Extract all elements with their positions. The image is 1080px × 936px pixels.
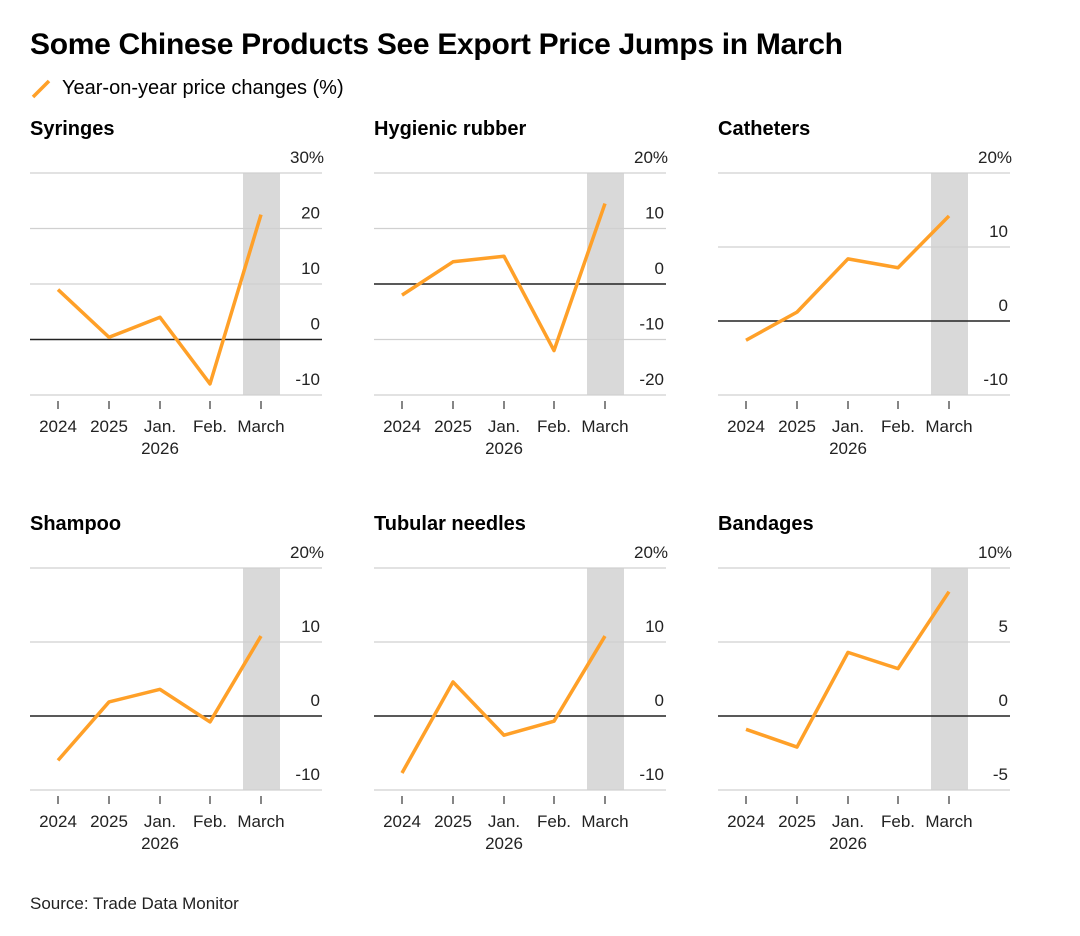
x-tick-label: 2025	[434, 812, 472, 831]
y-tick-label: 0	[311, 691, 320, 710]
y-tick-label: 10	[645, 617, 664, 636]
panel-shampoo: Shampoo 20% 10 0 -10 2024 2025 Jan. 2026 Feb. Marc…	[30, 513, 324, 853]
x-tick-label: Feb.	[881, 812, 915, 831]
y-tick-label: -10	[639, 315, 664, 334]
series-line	[56, 214, 263, 386]
y-tick-label: 20%	[290, 543, 324, 562]
x-tick-label: Jan. 2026	[829, 417, 867, 458]
x-tick-label: 2024	[383, 812, 421, 831]
x-tick-label: March	[581, 417, 628, 436]
x-tick-label: 2024	[727, 417, 765, 436]
panel-tubular-needles: Tubular needles 20% 10 0 -10 2024 2025 Jan. 2026…	[374, 513, 668, 853]
x-tick-label-line: Jan.	[832, 812, 864, 831]
x-tick-label-line: Jan.	[488, 812, 520, 831]
y-tick-label: 0	[655, 259, 664, 278]
x-tick-label-line: 2026	[141, 834, 179, 853]
y-tick-label: 20	[301, 204, 320, 223]
x-tick-label: 2025	[778, 812, 816, 831]
y-tick-label: 30%	[290, 148, 324, 167]
legend-line-icon	[31, 79, 51, 98]
series-line	[401, 202, 607, 353]
y-tick-label: 10%	[978, 543, 1012, 562]
x-tick-label: Jan. 2026	[485, 417, 523, 458]
x-tick-label: 2025	[778, 417, 816, 436]
x-tick-label-line: Jan.	[144, 417, 176, 436]
x-tick-label-line: Jan.	[832, 417, 864, 436]
x-tick-label: Jan. 2026	[141, 417, 179, 458]
y-tick-label: -10	[295, 765, 320, 784]
panel-title: Hygienic rubber	[374, 118, 526, 140]
x-tick-label: March	[925, 417, 972, 436]
x-tick-label: 2024	[727, 812, 765, 831]
x-tick-label: 2025	[90, 812, 128, 831]
y-tick-label: 0	[999, 691, 1008, 710]
highlight-band	[243, 568, 280, 790]
x-tick-label: Feb.	[193, 417, 227, 436]
panel-title: Catheters	[718, 118, 810, 140]
legend: Year-on-year price changes (%)	[30, 77, 344, 100]
panel-title: Bandages	[718, 513, 814, 535]
x-tick-label: Feb.	[537, 417, 571, 436]
x-tick-label: Feb.	[193, 812, 227, 831]
x-tick-label: Jan. 2026	[485, 812, 523, 853]
y-tick-label: 0	[655, 691, 664, 710]
x-tick-label: 2024	[39, 812, 77, 831]
y-tick-label: -20	[639, 370, 664, 389]
x-tick-label: 2024	[383, 417, 421, 436]
y-tick-label: -10	[983, 370, 1008, 389]
chart-title: Some Chinese Products See Export Price J…	[30, 28, 843, 61]
y-tick-label: 0	[311, 315, 320, 334]
highlight-band	[587, 568, 624, 790]
x-tick-label-line: 2026	[485, 439, 523, 458]
x-tick-label: March	[581, 812, 628, 831]
panel-syringes: Syringes 30% 20 10 0 -10 2024 2025 Jan. 2026 Feb. M…	[30, 118, 324, 458]
panel-title: Syringes	[30, 118, 114, 140]
y-tick-label: -10	[639, 765, 664, 784]
x-tick-label-line: Jan.	[488, 417, 520, 436]
x-tick-label: 2025	[90, 417, 128, 436]
y-tick-label: -5	[993, 765, 1008, 784]
x-tick-label-line: Jan.	[144, 812, 176, 831]
x-tick-label-line: 2026	[141, 439, 179, 458]
y-tick-label: 10	[645, 204, 664, 223]
x-tick-label: Feb.	[537, 812, 571, 831]
x-tick-label: Jan. 2026	[829, 812, 867, 853]
panel-title: Shampoo	[30, 513, 121, 535]
x-tick-label-line: 2026	[829, 834, 867, 853]
panel-title: Tubular needles	[374, 513, 526, 535]
y-tick-label: 20%	[634, 543, 668, 562]
x-tick-label: Feb.	[881, 417, 915, 436]
y-tick-label: 10	[989, 222, 1008, 241]
source-note: Source: Trade Data Monitor	[30, 894, 239, 913]
x-tick-label-line: 2026	[485, 834, 523, 853]
y-tick-label: 20%	[978, 148, 1012, 167]
x-tick-label: 2024	[39, 417, 77, 436]
x-tick-label: March	[925, 812, 972, 831]
series-line	[400, 635, 607, 774]
series-line	[745, 590, 951, 749]
y-tick-label: -10	[295, 370, 320, 389]
x-tick-label: 2025	[434, 417, 472, 436]
series-line	[56, 635, 263, 762]
panel-bandages: Bandages 10% 5 0 -5 2024 2025 Jan. 2026 Feb. March	[718, 513, 1012, 853]
x-tick-label: Jan. 2026	[141, 812, 179, 853]
x-tick-label: March	[237, 812, 284, 831]
y-tick-label: 0	[999, 296, 1008, 315]
y-tick-label: 20%	[634, 148, 668, 167]
x-tick-label-line: 2026	[829, 439, 867, 458]
panel-hygienic-rubber: Hygienic rubber 20% 10 0 -10 -20 2024 2025 Jan. 2…	[374, 118, 668, 458]
highlight-band	[931, 568, 968, 790]
y-tick-label: 10	[301, 617, 320, 636]
legend-label: Year-on-year price changes (%)	[62, 77, 344, 99]
panel-catheters: Catheters 20% 10 0 -10 2024 2025 Jan. 2026 Feb. Ma…	[718, 118, 1012, 458]
y-tick-label: 5	[999, 617, 1008, 636]
y-tick-label: 10	[301, 259, 320, 278]
highlight-band	[931, 173, 968, 395]
x-tick-label: March	[237, 417, 284, 436]
